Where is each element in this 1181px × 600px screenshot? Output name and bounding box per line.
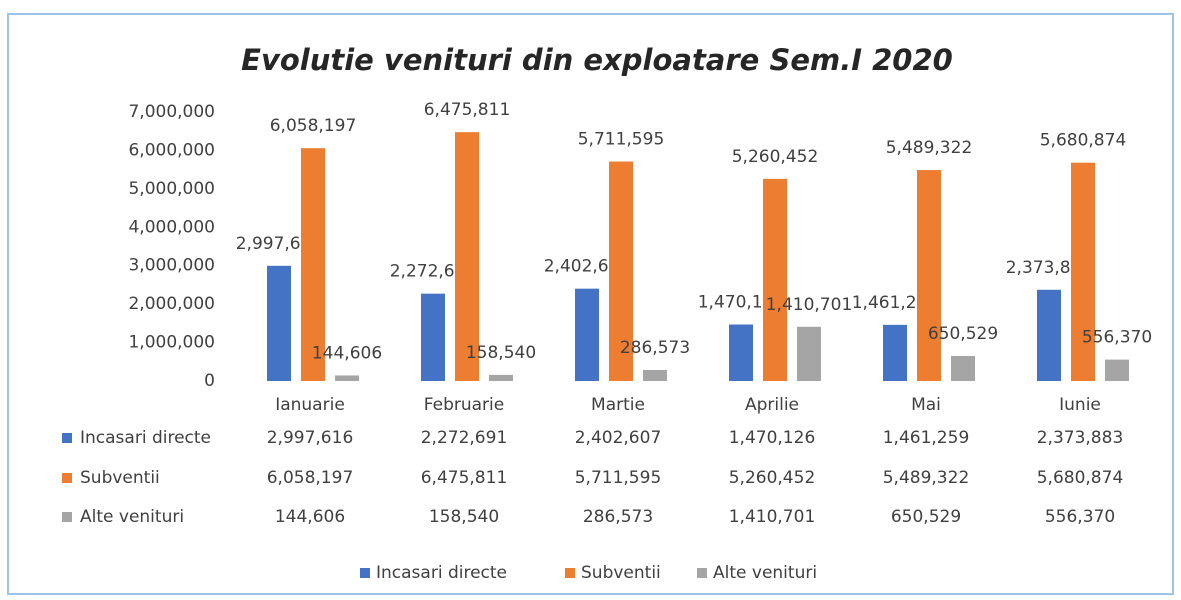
bar (883, 324, 907, 381)
table-cell: 5,489,322 (883, 468, 970, 488)
bar (575, 288, 599, 381)
table-cell: 2,272,691 (421, 428, 508, 448)
data-label: 6,058,197 (270, 116, 357, 136)
data-label: 286,573 (620, 338, 690, 358)
y-tick-label: 3,000,000 (128, 256, 215, 276)
bar (421, 293, 445, 381)
legend-key (360, 568, 370, 578)
bar (763, 178, 787, 381)
legend-label: Subventii (581, 563, 661, 583)
table-key (62, 433, 72, 443)
data-label: 144,606 (312, 343, 382, 363)
legend-key (565, 568, 575, 578)
y-tick-label: 0 (204, 371, 215, 391)
legend-key (697, 568, 707, 578)
data-label: 5,489,322 (886, 138, 973, 158)
table-cell: 2,402,607 (575, 428, 662, 448)
data-label: 2,997,616 (236, 234, 323, 254)
table-row-header: Subventii (80, 468, 160, 488)
bar (729, 324, 753, 381)
data-label: 1,470,126 (698, 293, 785, 313)
x-tick-label: Iunie (1059, 395, 1101, 415)
bar (335, 375, 359, 381)
table-cell: 5,680,874 (1037, 468, 1124, 488)
x-tick-label: Martie (591, 395, 645, 415)
bar (917, 170, 941, 381)
table-cell: 286,573 (583, 507, 653, 527)
x-tick-label: Ianuarie (275, 395, 345, 415)
table-cell: 1,461,259 (883, 428, 970, 448)
table-cell: 6,475,811 (421, 468, 508, 488)
y-tick-label: 1,000,000 (128, 333, 215, 353)
data-label: 5,260,452 (732, 147, 819, 167)
y-tick-label: 5,000,000 (128, 179, 215, 199)
bar (1105, 359, 1129, 381)
bar (609, 161, 633, 381)
y-tick-label: 2,000,000 (128, 294, 215, 314)
data-label: 1,461,259 (852, 293, 939, 313)
bar (301, 148, 325, 381)
table-key (62, 512, 72, 522)
table-cell: 2,997,616 (267, 428, 354, 448)
chart-title: Evolutie venituri din exploatare Sem.I 2… (241, 43, 953, 77)
y-tick-label: 7,000,000 (128, 102, 215, 122)
y-tick-label: 4,000,000 (128, 217, 215, 237)
data-label: 2,373,883 (1006, 258, 1093, 278)
data-label: 1,410,701 (766, 295, 853, 315)
legend-label: Alte venituri (713, 563, 817, 583)
bar (797, 326, 821, 381)
data-label: 650,529 (928, 324, 998, 344)
table-cell: 6,058,197 (267, 468, 354, 488)
bar (1071, 162, 1095, 381)
bar (455, 132, 479, 381)
table-cell: 556,370 (1045, 507, 1115, 527)
table-row-header: Incasari directe (80, 428, 211, 448)
x-tick-label: Aprilie (745, 395, 799, 415)
table-cell: 1,410,701 (729, 507, 816, 527)
bar (643, 369, 667, 381)
y-tick-label: 6,000,000 (128, 140, 215, 160)
x-tick-label: Februarie (424, 395, 504, 415)
table-row-header: Alte venituri (80, 507, 184, 527)
bar (489, 374, 513, 381)
legend-label: Incasari directe (376, 563, 507, 583)
table-cell: 650,529 (891, 507, 961, 527)
table-cell: 1,470,126 (729, 428, 816, 448)
table-cell: 5,711,595 (575, 468, 662, 488)
bar (951, 356, 975, 381)
bar (1037, 289, 1061, 381)
table-cell: 2,373,883 (1037, 428, 1124, 448)
table-cell: 158,540 (429, 507, 499, 527)
table-cell: 5,260,452 (729, 468, 816, 488)
data-label: 5,711,595 (578, 130, 665, 150)
table-cell: 144,606 (275, 507, 345, 527)
data-label: 158,540 (466, 343, 536, 363)
bar (267, 265, 291, 381)
data-label: 6,475,811 (424, 100, 511, 120)
table-key (62, 473, 72, 483)
x-tick-label: Mai (911, 395, 941, 415)
data-label: 556,370 (1082, 328, 1152, 348)
data-label: 2,402,607 (544, 257, 631, 277)
data-label: 5,680,874 (1040, 131, 1127, 151)
data-label: 2,272,691 (390, 262, 477, 282)
